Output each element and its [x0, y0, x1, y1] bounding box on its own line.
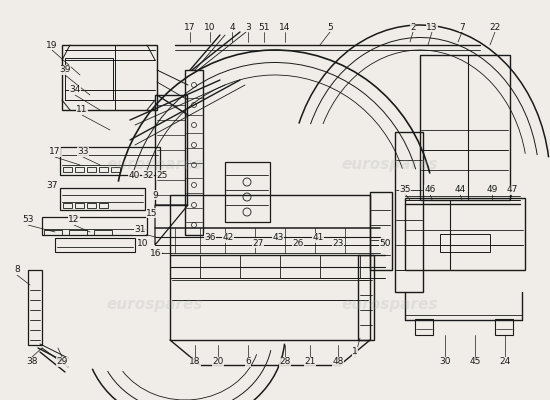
Text: 10: 10: [138, 238, 148, 248]
Bar: [87, 203, 96, 208]
Text: 51: 51: [258, 22, 270, 32]
Text: 11: 11: [76, 106, 88, 114]
Text: 4: 4: [229, 22, 235, 32]
Bar: [69, 230, 87, 235]
Text: 35: 35: [399, 186, 411, 194]
Text: 38: 38: [26, 358, 38, 366]
Bar: [60, 188, 145, 210]
Bar: [55, 238, 135, 252]
Text: eurospares: eurospares: [107, 158, 204, 172]
Text: 31: 31: [134, 226, 146, 234]
Text: 16: 16: [150, 248, 162, 258]
Text: 45: 45: [469, 358, 481, 366]
Bar: [87, 167, 96, 172]
Text: 44: 44: [454, 186, 466, 194]
Text: 33: 33: [77, 148, 89, 156]
Text: 6: 6: [245, 358, 251, 366]
Text: 3: 3: [245, 22, 251, 32]
Text: 24: 24: [499, 358, 510, 366]
Text: 10: 10: [204, 22, 216, 32]
Text: 27: 27: [252, 238, 263, 248]
Text: 14: 14: [279, 22, 291, 32]
Text: 53: 53: [22, 216, 34, 224]
Bar: [155, 95, 187, 205]
Text: 19: 19: [46, 40, 58, 50]
Text: 20: 20: [212, 358, 224, 366]
Text: 41: 41: [312, 234, 324, 242]
Text: 15: 15: [146, 208, 158, 218]
Text: 47: 47: [507, 186, 518, 194]
Text: 1: 1: [352, 348, 358, 356]
Text: eurospares: eurospares: [342, 158, 438, 172]
Text: 7: 7: [459, 22, 465, 32]
Bar: [225, 162, 270, 222]
Text: 13: 13: [426, 22, 438, 32]
Bar: [405, 198, 525, 270]
Text: eurospares: eurospares: [342, 298, 438, 312]
Text: 12: 12: [68, 216, 80, 224]
Text: 25: 25: [156, 170, 168, 180]
Bar: [63, 167, 72, 172]
Text: 5: 5: [327, 22, 333, 32]
Bar: [495, 319, 513, 335]
Text: eurospares: eurospares: [107, 298, 204, 312]
Bar: [395, 132, 423, 292]
Text: 9: 9: [152, 190, 158, 200]
Text: 17: 17: [184, 22, 196, 32]
Text: 32: 32: [142, 170, 153, 180]
Text: 46: 46: [424, 186, 436, 194]
Bar: [111, 167, 120, 172]
Text: 21: 21: [304, 358, 316, 366]
Bar: [44, 230, 62, 235]
Bar: [75, 167, 84, 172]
Text: 23: 23: [332, 238, 344, 248]
Text: 28: 28: [279, 358, 291, 366]
Text: 48: 48: [332, 358, 344, 366]
Text: 42: 42: [222, 234, 234, 242]
Bar: [440, 234, 490, 252]
Bar: [370, 192, 392, 270]
Bar: [94, 230, 112, 235]
Bar: [42, 217, 147, 235]
Text: 18: 18: [189, 358, 201, 366]
Text: 43: 43: [272, 234, 284, 242]
Bar: [415, 319, 433, 335]
Text: 8: 8: [14, 266, 20, 274]
Text: 36: 36: [204, 234, 216, 242]
Text: 49: 49: [486, 186, 498, 194]
Text: 40: 40: [128, 170, 140, 180]
Text: 2: 2: [410, 22, 416, 32]
Text: 39: 39: [59, 66, 71, 74]
Bar: [170, 195, 370, 340]
Bar: [62, 45, 157, 110]
Text: 37: 37: [46, 180, 58, 190]
Bar: [185, 70, 203, 235]
Text: 22: 22: [490, 22, 500, 32]
Text: 50: 50: [379, 238, 390, 248]
Bar: [358, 255, 374, 340]
Text: 34: 34: [69, 86, 81, 94]
Text: 30: 30: [439, 358, 451, 366]
Text: 26: 26: [292, 238, 304, 248]
Bar: [60, 147, 160, 175]
Bar: [75, 203, 84, 208]
Bar: [99, 203, 108, 208]
Bar: [28, 270, 42, 345]
Bar: [65, 58, 113, 100]
Bar: [420, 55, 510, 200]
Bar: [63, 203, 72, 208]
Text: 17: 17: [50, 148, 60, 156]
Bar: [99, 167, 108, 172]
Text: 29: 29: [56, 358, 68, 366]
